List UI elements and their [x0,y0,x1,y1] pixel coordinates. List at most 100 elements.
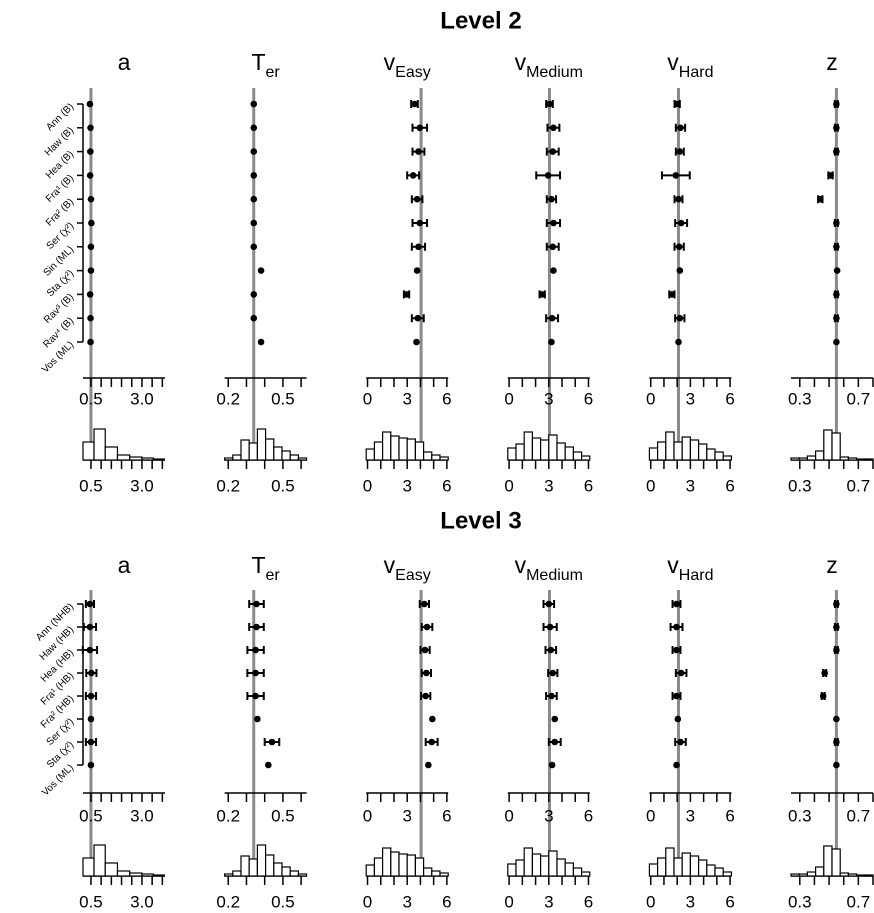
panel-title: vEasy [384,552,431,584]
hist-bar [531,853,542,877]
hist-axis-tick-label: 3 [544,892,553,911]
point [86,172,94,179]
hist-bar [414,441,425,461]
point [268,738,276,746]
point [675,243,683,251]
x-axis-tick-label: 0 [363,806,372,825]
point [250,243,258,251]
hist-bar [439,872,449,877]
hist-bar [823,429,833,461]
point [675,338,682,346]
hist-bar [365,864,376,877]
hist-bar [539,855,550,877]
hist-bar [289,454,300,461]
hist-bar [141,457,154,461]
hist-bar [390,435,400,461]
point [548,195,555,203]
hist-axis-tick-label: 3 [402,476,411,495]
hist-bar [281,450,291,461]
point [425,761,432,769]
point [551,715,559,723]
point [551,738,559,746]
hist-bar [864,458,874,461]
hist-bar [265,854,275,877]
panel-title-symbol: T [251,552,265,578]
point [833,267,841,274]
point [548,692,555,700]
hist-bar [431,870,441,877]
hist-bar [116,870,131,877]
point [674,715,682,723]
hist-bar [714,451,724,461]
point [254,715,261,723]
point [677,124,684,132]
hist-bar [814,450,825,461]
point [88,669,95,677]
x-axis-tick-label: 6 [725,806,734,825]
point [257,338,265,346]
hist-axis-tick-label: 0 [363,476,372,495]
hist-bar [855,874,866,877]
panel-title: vHard [667,49,713,81]
panel-title-subscript: Easy [395,567,431,584]
point [673,100,681,108]
hist-bar [365,448,376,461]
hist-bar [689,855,700,877]
x-axis-tick-label: 0.5 [79,806,103,825]
hist-axis-tick-label: 0 [363,892,372,911]
hist-axis-tick-label: 0.5 [79,476,103,495]
hist-bar [706,448,716,461]
hist-bar [398,853,408,877]
hist-bar [681,436,692,461]
point [546,623,554,631]
panel-title-symbol: a [118,49,131,75]
hist-bar [564,862,575,877]
point [403,291,410,298]
point [546,100,553,108]
point [257,267,265,274]
x-axis-tick-label: 0.3 [788,389,812,408]
point [428,738,435,746]
x-axis-tick-label: 0 [646,806,655,825]
point [549,148,557,155]
hist-axis-tick-label: 0.5 [79,892,103,911]
hist-bar [431,454,441,461]
panel-title: z [826,552,838,578]
hist-axis-tick-label: 3 [686,476,695,495]
hist-bar [152,458,165,461]
point [409,172,417,179]
panel-title-subscript: Hard [679,567,714,584]
x-axis-tick-label: 0.7 [847,806,871,825]
hist-bar [831,848,841,877]
point [833,338,840,346]
point [676,267,684,274]
x-axis-tick-label: 0 [646,389,655,408]
hist-bar [248,858,258,877]
x-axis-tick-label: 3 [402,806,411,825]
hist-bar [129,872,143,877]
panel-title-symbol: T [251,49,265,75]
point [416,124,424,132]
point [250,148,258,155]
x-axis-tick-label: 6 [725,389,734,408]
point [250,219,258,227]
panel-title: vEasy [384,49,431,81]
hist-bar [539,439,550,461]
panel-title-subscript: Medium [526,64,583,81]
x-axis-tick-label: 3 [402,389,411,408]
hist-bar [831,432,841,461]
x-axis-tick-label: 0.2 [216,806,240,825]
hist-bar [665,847,675,877]
level-title: Level 2 [440,7,521,34]
hist-bar [823,845,833,877]
hist-bar [839,872,850,877]
point [423,623,431,631]
point [250,314,258,322]
hist-bar [104,862,119,877]
point [414,314,422,322]
point [833,100,840,108]
x-axis-tick-label: 3 [686,806,695,825]
point [673,600,680,608]
point [250,195,258,203]
hist-bar [855,458,866,461]
